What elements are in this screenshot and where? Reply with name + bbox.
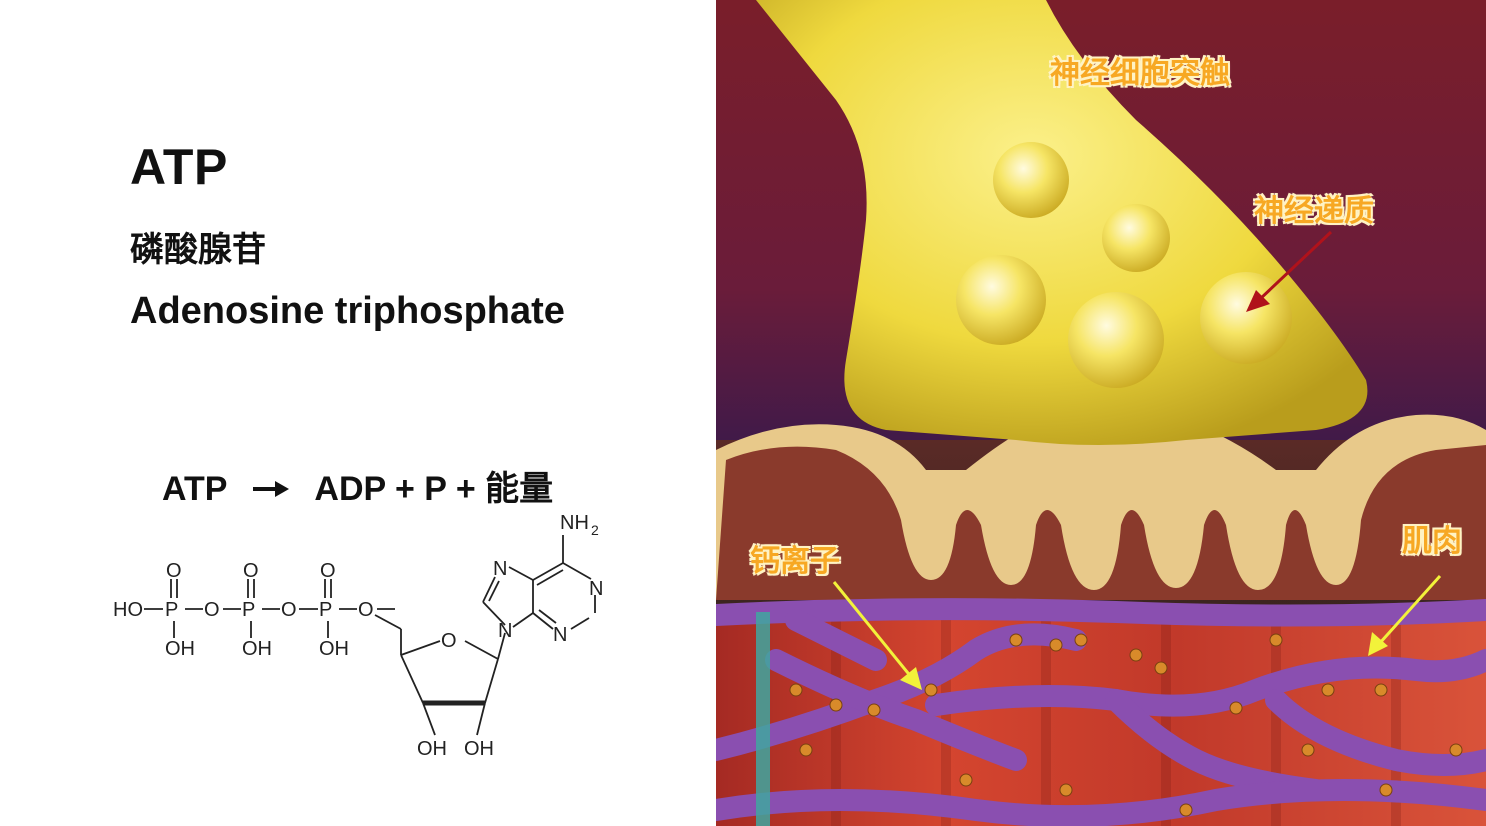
svg-text:O: O — [281, 599, 297, 621]
label-neurotransmitter: 神经递质 — [1254, 194, 1374, 229]
svg-text:P: P — [319, 599, 332, 621]
english-name: Adenosine triphosphate — [130, 290, 565, 332]
synapse-illustration: 神经细胞突触 神经递质 钙离子 肌肉 — [716, 0, 1486, 826]
svg-text:N: N — [498, 620, 512, 642]
svg-text:OH: OH — [319, 638, 349, 660]
svg-text:P: P — [165, 599, 178, 621]
svg-text:P: P — [242, 599, 255, 621]
muscle-arrow — [1368, 574, 1442, 656]
svg-text:OH: OH — [464, 738, 494, 760]
svg-text:OH: OH — [165, 638, 195, 660]
synapse-scene — [716, 0, 1486, 826]
page-title: ATP — [130, 139, 228, 195]
svg-text:NH: NH — [560, 512, 589, 534]
svg-text:HO: HO — [113, 599, 143, 621]
svg-text:O: O — [204, 599, 220, 621]
equation-reactant: ATP — [162, 470, 228, 508]
svg-text:N: N — [589, 578, 603, 600]
left-panel: ATP 磷酸腺苷 Adenosine triphosphate ATP ADP … — [0, 0, 716, 826]
right-arrow-icon — [251, 470, 291, 509]
label-synapse: 神经细胞突触 — [1050, 56, 1230, 91]
calcium-arrow — [832, 581, 922, 690]
svg-text:O: O — [166, 560, 182, 582]
label-muscle: 肌肉 — [1402, 524, 1462, 559]
svg-text:O: O — [441, 630, 457, 652]
chinese-name: 磷酸腺苷 — [130, 230, 266, 270]
svg-text:N: N — [493, 558, 507, 580]
label-calcium-ion: 钙离子 — [750, 544, 840, 579]
atp-structure-diagram: HO P P P O O O O O O OH OH OH O OH OH N … — [113, 512, 603, 760]
equation-products: ADP + P + 能量 — [314, 470, 554, 508]
svg-text:N: N — [553, 624, 567, 646]
svg-text:O: O — [243, 560, 259, 582]
molecule-labels: HO P P P O O O O O O OH OH OH O OH OH N … — [113, 512, 603, 760]
vesicles — [956, 142, 1292, 388]
svg-text:OH: OH — [417, 738, 447, 760]
svg-text:2: 2 — [591, 522, 599, 538]
svg-text:O: O — [320, 560, 336, 582]
neurotransmitter-arrow — [1246, 230, 1333, 312]
svg-text:OH: OH — [242, 638, 272, 660]
calcium-ions — [789, 633, 1463, 817]
reaction-equation: ATP ADP + P + 能量 — [162, 461, 553, 510]
svg-text:O: O — [358, 599, 374, 621]
